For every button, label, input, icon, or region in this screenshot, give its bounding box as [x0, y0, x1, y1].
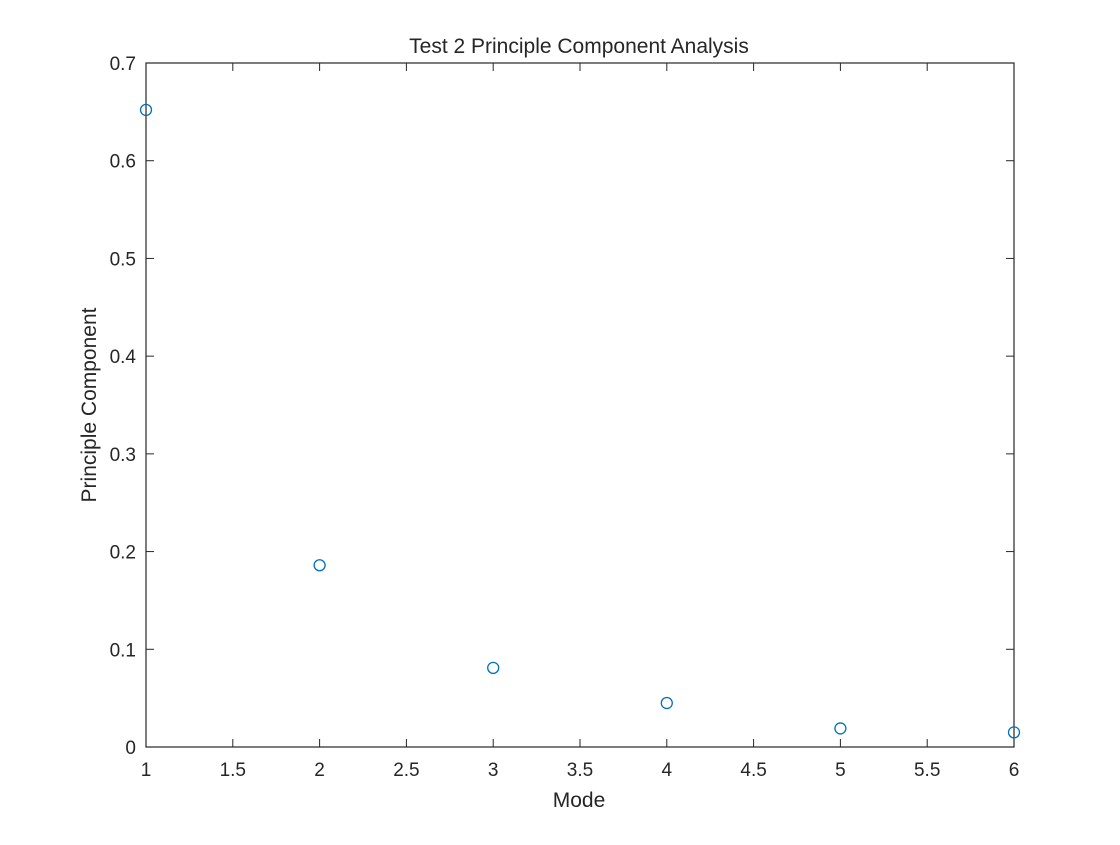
y-tick-label: 0.2 [110, 543, 136, 564]
x-tick-label: 4 [662, 760, 673, 781]
y-tick-label: 0.7 [110, 54, 136, 75]
x-axis: 1 1.5 2 2.5 3 3.5 4 4.5 5 5.5 6 [141, 63, 1020, 781]
y-tick-label: 0.5 [110, 249, 136, 270]
y-tick-label: 0.6 [110, 152, 136, 173]
data-points [139, 103, 1021, 739]
x-axis-label: Mode [553, 789, 606, 812]
x-tick-label: 2.5 [393, 760, 419, 781]
axes-box [145, 62, 1015, 748]
data-point [487, 661, 500, 675]
data-point [834, 722, 847, 735]
y-axis: 0 0.1 0.2 0.3 0.4 0.5 0.6 0.7 [110, 54, 1014, 759]
data-point [1007, 726, 1021, 739]
x-tick-label: 1.5 [220, 760, 246, 781]
x-tick-label: 5.5 [914, 760, 940, 781]
y-axis-label: Principle Component [78, 307, 101, 502]
y-tick-label: 0.4 [110, 347, 137, 368]
y-tick-label: 0.3 [110, 445, 136, 466]
x-tick-label: 2 [314, 760, 325, 781]
data-point [660, 696, 673, 710]
data-point [313, 559, 326, 572]
chart-title: Test 2 Principle Component Analysis [409, 35, 749, 58]
x-tick-label: 3 [488, 760, 499, 781]
data-point [139, 103, 153, 117]
y-tick-label: 0 [125, 738, 136, 759]
axes-frame [145, 62, 1015, 748]
x-tick-label: 4.5 [740, 760, 766, 781]
x-tick-label: 1 [141, 760, 152, 781]
x-tick-label: 3.5 [567, 760, 593, 781]
x-tick-label: 6 [1009, 760, 1020, 781]
y-tick-label: 0.1 [110, 640, 136, 661]
x-tick-label: 5 [835, 760, 846, 781]
